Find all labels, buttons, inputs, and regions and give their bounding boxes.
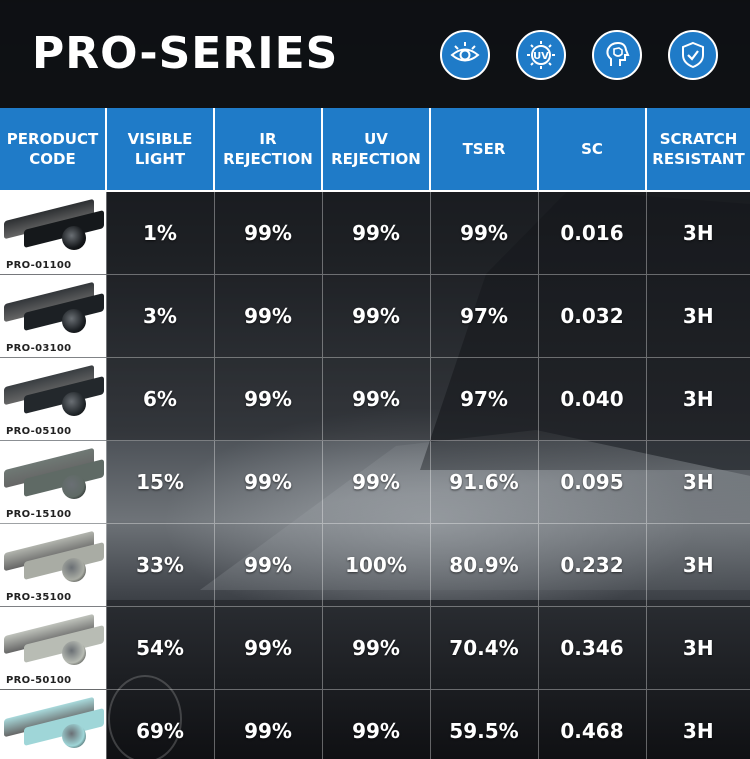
shield-check-icon [668,30,718,80]
uv-rejection-cell: 100% [321,523,430,607]
film-roll-image [4,279,104,333]
film-roll-image [4,611,104,665]
tser-cell: 97% [429,274,538,358]
head-shield-icon [592,30,642,80]
ir-rejection-cell: 99% [213,606,322,690]
scratch-resistant-cell: 3H [645,440,750,524]
visible-light-cell: 15% [105,440,214,524]
table-row: PRO-05100 6% 99% 99% 97% 0.040 3H [0,357,750,441]
sc-cell: 0.468 [537,689,646,759]
product-cell: PRO-35100 [0,523,106,607]
uv-rejection-cell: 99% [321,357,430,441]
product-code: PRO-05100 [6,426,72,437]
film-roll-image [4,694,104,748]
visible-light-cell: 1% [105,190,214,275]
header-scratch-resistant: SCRATCH RESISTANT [645,108,750,192]
eye-icon [440,30,490,80]
tser-cell: 97% [429,357,538,441]
tser-cell: 59.5% [429,689,538,759]
tser-cell: 91.6% [429,440,538,524]
header-tser: TSER [429,108,538,192]
ir-rejection-cell: 99% [213,357,322,441]
scratch-resistant-cell: 3H [645,190,750,275]
uv-rejection-cell: 99% [321,440,430,524]
spec-table: PERODUCT CODE VISIBLE LIGHT IR REJECTION… [0,108,750,759]
page-title: PRO-SERIES [32,28,339,79]
header-sc: SC [537,108,646,192]
product-cell: PRO-70100 [0,689,106,759]
sc-cell: 0.346 [537,606,646,690]
table-row: PRO-35100 33% 99% 100% 80.9% 0.232 3H [0,523,750,607]
film-roll-image [4,362,104,416]
visible-light-cell: 33% [105,523,214,607]
product-cell: PRO-01100 [0,190,106,275]
sc-cell: 0.095 [537,440,646,524]
table-row: PRO-50100 54% 99% 99% 70.4% 0.346 3H [0,606,750,690]
product-code: PRO-35100 [6,592,72,603]
scratch-resistant-cell: 3H [645,606,750,690]
product-code: PRO-01100 [6,260,72,271]
product-cell: PRO-03100 [0,274,106,358]
visible-light-cell: 54% [105,606,214,690]
sc-cell: 0.032 [537,274,646,358]
product-code: PRO-50100 [6,675,72,686]
tser-cell: 99% [429,190,538,275]
table-row: PRO-03100 3% 99% 99% 97% 0.032 3H [0,274,750,358]
product-cell: PRO-50100 [0,606,106,690]
scratch-resistant-cell: 3H [645,274,750,358]
uv-rejection-cell: 99% [321,689,430,759]
product-cell: PRO-05100 [0,357,106,441]
ir-rejection-cell: 99% [213,440,322,524]
table-row: PRO-01100 1% 99% 99% 99% 0.016 3H [0,190,750,275]
film-roll-image [4,445,104,499]
visible-light-cell: 6% [105,357,214,441]
ir-rejection-cell: 99% [213,523,322,607]
header-product-code: PERODUCT CODE [0,108,106,192]
tser-cell: 80.9% [429,523,538,607]
header-uv-rejection: UV REJECTION [321,108,430,192]
scratch-resistant-cell: 3H [645,357,750,441]
uv-rejection-cell: 99% [321,274,430,358]
visible-light-cell: 69% [105,689,214,759]
ir-rejection-cell: 99% [213,190,322,275]
film-roll-image [4,528,104,582]
film-roll-image [4,196,104,250]
table-row: PRO-15100 15% 99% 99% 91.6% 0.095 3H [0,440,750,524]
tser-cell: 70.4% [429,606,538,690]
product-code: PRO-03100 [6,343,72,354]
ir-rejection-cell: 99% [213,274,322,358]
scratch-resistant-cell: 3H [645,523,750,607]
uv-rejection-cell: 99% [321,190,430,275]
table-header-row: PERODUCT CODE VISIBLE LIGHT IR REJECTION… [0,108,750,192]
scratch-resistant-cell: 3H [645,689,750,759]
header-visible-light: VISIBLE LIGHT [105,108,214,192]
header-ir-rejection: IR REJECTION [213,108,322,192]
product-cell: PRO-15100 [0,440,106,524]
uv-rejection-cell: 99% [321,606,430,690]
sc-cell: 0.016 [537,190,646,275]
sc-cell: 0.232 [537,523,646,607]
sc-cell: 0.040 [537,357,646,441]
product-code: PRO-15100 [6,509,72,520]
uv-icon: UV [516,30,566,80]
header: PRO-SERIES UV [0,0,750,108]
ir-rejection-cell: 99% [213,689,322,759]
svg-text:UV: UV [533,51,549,62]
visible-light-cell: 3% [105,274,214,358]
